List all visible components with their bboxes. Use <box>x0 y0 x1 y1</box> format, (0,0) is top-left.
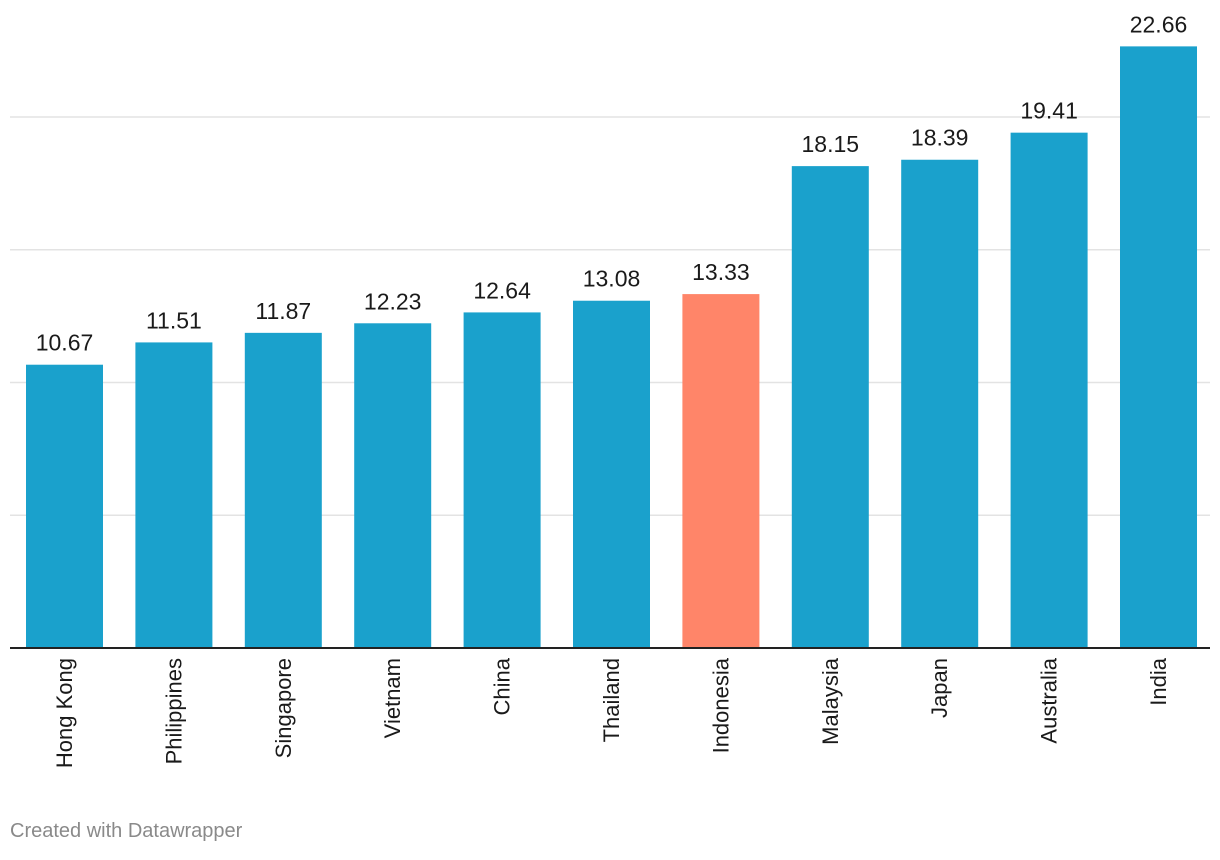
bar-singapore <box>244 332 322 648</box>
bar-indonesia <box>682 294 760 648</box>
value-label: 12.64 <box>473 277 531 303</box>
category-label: Singapore <box>271 658 296 758</box>
value-label: 13.33 <box>692 259 750 285</box>
value-label: 13.08 <box>583 266 641 292</box>
value-label: 22.66 <box>1130 11 1188 37</box>
value-label: 11.51 <box>146 307 202 333</box>
value-label: 18.15 <box>802 131 860 157</box>
value-label: 19.41 <box>1020 98 1078 124</box>
category-label: Vietnam <box>380 658 405 738</box>
value-labels: 10.67 11.51 11.87 12.23 12.64 13.08 13.33 18.15… <box>36 11 1188 355</box>
bar-thailand <box>573 300 650 648</box>
category-label: China <box>490 657 515 715</box>
category-label: Hong Kong <box>52 658 77 768</box>
value-label: 18.39 <box>911 125 969 151</box>
bar-malaysia <box>791 166 869 648</box>
category-label: Thailand <box>599 658 624 742</box>
bar-philippines <box>135 342 213 648</box>
value-label: 11.87 <box>255 298 311 324</box>
bar-china <box>463 312 541 648</box>
bars <box>26 46 1197 649</box>
bar-india <box>1120 46 1197 648</box>
category-label: Malaysia <box>818 657 843 745</box>
value-label: 12.23 <box>364 288 422 314</box>
category-label: Indonesia <box>708 657 733 753</box>
datawrapper-credit: Created with Datawrapper <box>10 820 243 842</box>
category-label: Australia <box>1037 657 1062 743</box>
bar-vietnam <box>354 323 432 648</box>
bar-australia <box>1010 132 1088 649</box>
category-label: Philippines <box>161 658 186 764</box>
category-label: Japan <box>927 658 952 718</box>
bar-chart: 10.67 11.51 11.87 12.23 12.64 13.08 13.33 18.15… <box>10 11 1210 768</box>
category-labels: Hong Kong Philippines Singapore Vietnam Chin… <box>52 657 1171 768</box>
bar-japan <box>901 159 979 649</box>
value-label: 10.67 <box>36 330 94 356</box>
bar-hong-kong <box>26 364 103 648</box>
category-label: India <box>1146 657 1171 705</box>
